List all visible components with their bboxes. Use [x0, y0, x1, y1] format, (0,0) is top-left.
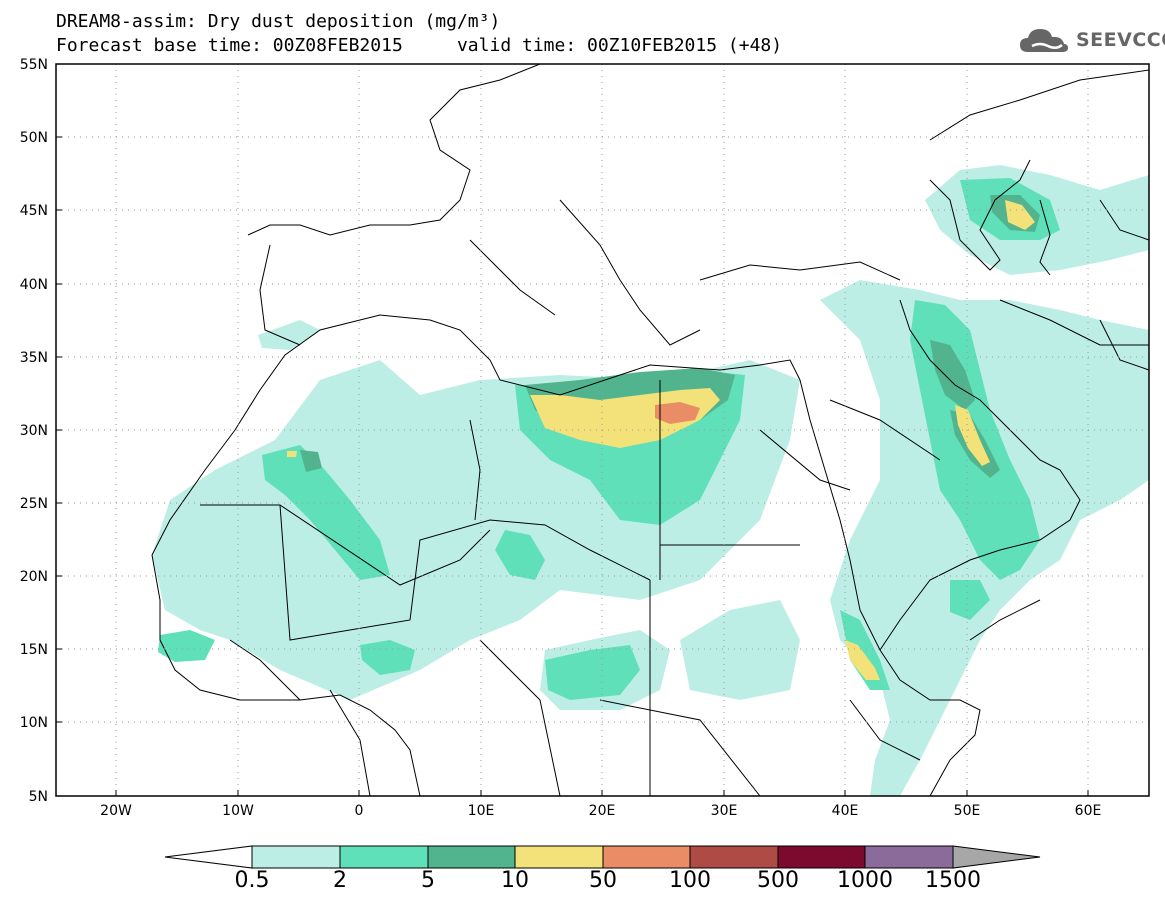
lon-label: 0	[355, 803, 364, 819]
colorbar-bin	[339, 845, 429, 869]
lat-label: 50N	[20, 130, 48, 146]
colorbar-bin	[251, 845, 341, 869]
cloud-icon	[1020, 29, 1068, 52]
colorbar-bin	[777, 845, 866, 869]
map-title: DREAM8-assim: Dry dust deposition (mg/m³…	[56, 11, 501, 32]
colorbar-label: 5	[421, 868, 435, 893]
deposition-level-50-100	[655, 402, 700, 424]
coastlines-and-borders	[151, 64, 1149, 796]
dust-deposition-field	[152, 165, 1149, 796]
seevccc-logo: SEEVCCC	[1018, 24, 1165, 56]
colorbar-bin	[602, 845, 691, 869]
lat-label: 55N	[20, 57, 48, 73]
lat-label: 15N	[20, 642, 48, 658]
colorbar-arrow-high	[952, 845, 1041, 869]
graticule	[56, 64, 1149, 796]
lon-label: 20E	[589, 803, 616, 819]
lat-label: 35N	[20, 350, 48, 366]
lat-label: 45N	[20, 203, 48, 219]
colorbar-label: 500	[757, 868, 799, 893]
lat-label: 40N	[20, 277, 48, 293]
lon-label: 60E	[1075, 803, 1102, 819]
lat-label: 10N	[20, 715, 48, 731]
colorbar-bin	[864, 845, 954, 869]
longitude-labels: 20W 10W 0 10E 20E 30E 40E 50E 60E	[100, 803, 1101, 819]
lat-label: 30N	[20, 423, 48, 439]
lon-label: 20W	[100, 803, 132, 819]
lon-label: 10E	[468, 803, 495, 819]
lat-label: 25N	[20, 496, 48, 512]
colorbar-label: 100	[669, 868, 711, 893]
colorbar-label: 1500	[925, 868, 981, 893]
colorbar-label: 0.5	[234, 868, 270, 893]
colorbar-label: 2	[333, 868, 347, 893]
colorbar-label: 10	[501, 868, 529, 893]
lon-label: 10W	[222, 803, 254, 819]
colorbar-bin	[514, 845, 604, 869]
colorbar-label: 50	[589, 868, 617, 893]
lat-label: 20N	[20, 569, 48, 585]
lon-label: 40E	[832, 803, 859, 819]
colorbar-bin	[689, 845, 779, 869]
logo-text: SEEVCCC	[1076, 29, 1165, 51]
lon-label: 50E	[954, 803, 981, 819]
lat-label: 5N	[29, 789, 48, 805]
colorbar	[164, 845, 1041, 869]
latitude-labels: 55N 50N 45N 40N 35N 30N 25N 20N 15N 10N …	[20, 57, 48, 805]
colorbar-label: 1000	[837, 868, 893, 893]
axis-ticks	[56, 63, 1089, 796]
colorbar-arrow-low	[164, 845, 253, 869]
lon-label: 30E	[711, 803, 738, 819]
colorbar-bin	[427, 845, 516, 869]
forecast-times: Forecast base time: 00Z08FEB2015 valid t…	[56, 35, 783, 56]
